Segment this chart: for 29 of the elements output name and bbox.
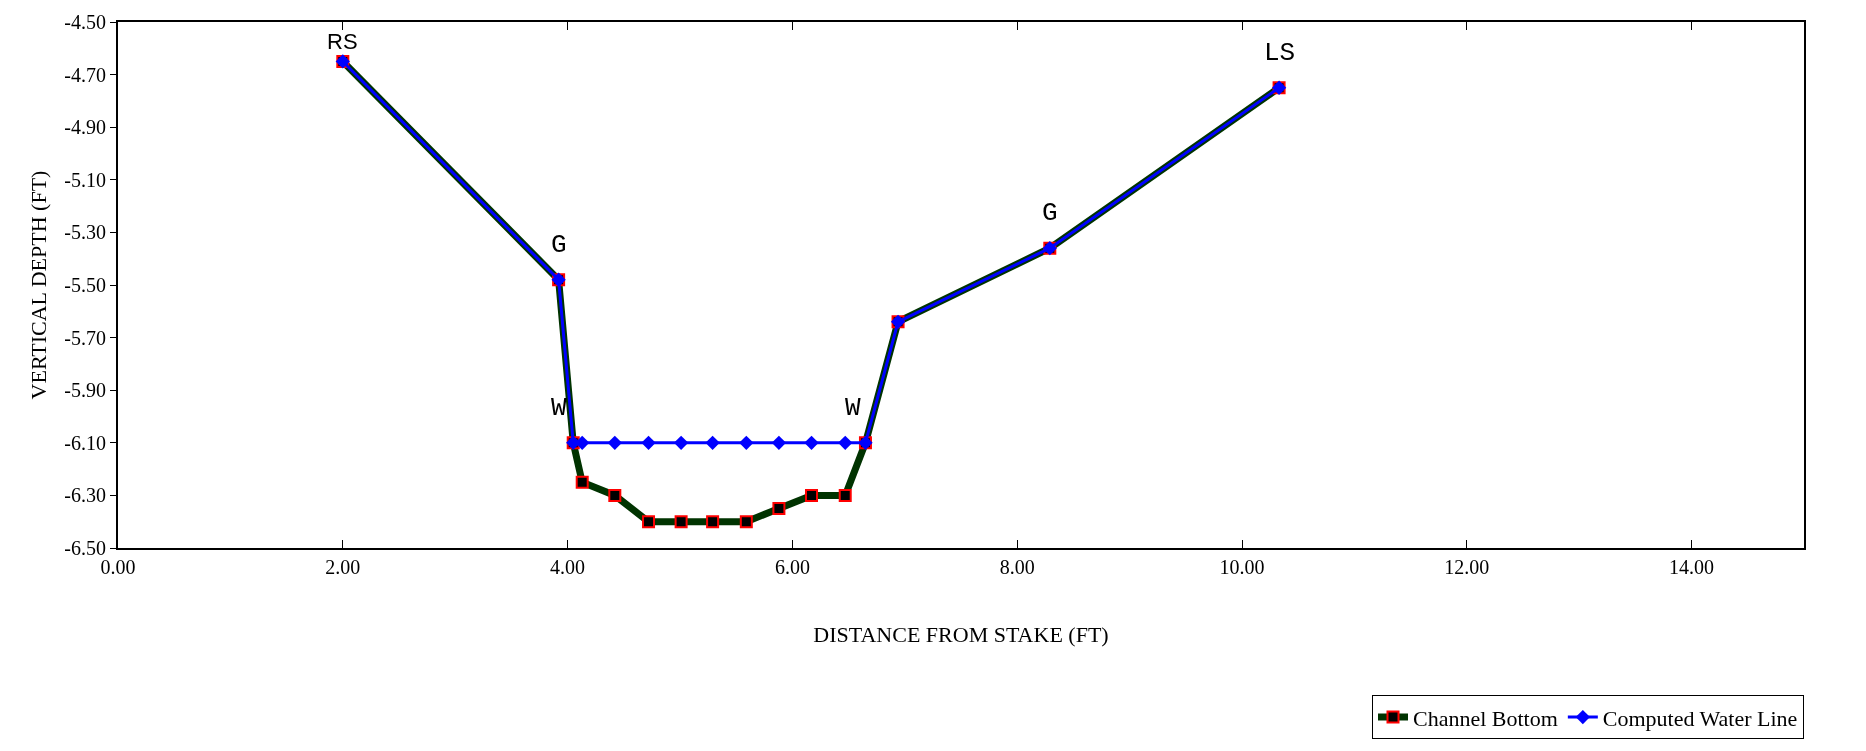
- y-tick-label: -5.70: [64, 326, 106, 349]
- x-tick-label: 0.00: [100, 556, 136, 578]
- x-axis-title: DISTANCE FROM STAKE (FT): [813, 622, 1109, 648]
- y-axis-title: VERTICAL DEPTH (FT): [25, 170, 51, 400]
- annotation: LS: [1264, 38, 1296, 68]
- annotation: W: [845, 393, 861, 423]
- y-tick-label: -6.30: [64, 484, 106, 507]
- legend-label: Channel Bottom: [1413, 705, 1558, 731]
- y-tick-label: -5.50: [64, 274, 106, 296]
- y-tick-label: -4.50: [64, 11, 106, 33]
- x-tick-label: 8.00: [999, 556, 1035, 578]
- annotation: G: [1042, 198, 1058, 228]
- annotation: G: [551, 230, 567, 260]
- y-tick-label: -5.30: [64, 221, 106, 244]
- annotation: W: [551, 393, 567, 423]
- y-tick-label: -4.90: [64, 116, 106, 139]
- annotation: RS: [327, 29, 358, 54]
- x-tick-label: 4.00: [550, 556, 586, 578]
- x-tick-label: 14.00: [1669, 556, 1715, 578]
- y-tick-label: -6.50: [64, 537, 106, 559]
- x-tick-label: 10.00: [1219, 556, 1265, 578]
- legend-label: Computed Water Line: [1602, 705, 1798, 731]
- y-tick-label: -4.70: [64, 63, 106, 86]
- x-tick-label: 6.00: [774, 556, 810, 578]
- y-tick-label: -5.10: [64, 168, 106, 191]
- x-tick-label: 2.00: [325, 556, 361, 578]
- y-tick-label: -6.10: [64, 431, 106, 454]
- x-tick-label: 12.00: [1444, 556, 1490, 578]
- y-tick-label: -5.90: [64, 379, 106, 402]
